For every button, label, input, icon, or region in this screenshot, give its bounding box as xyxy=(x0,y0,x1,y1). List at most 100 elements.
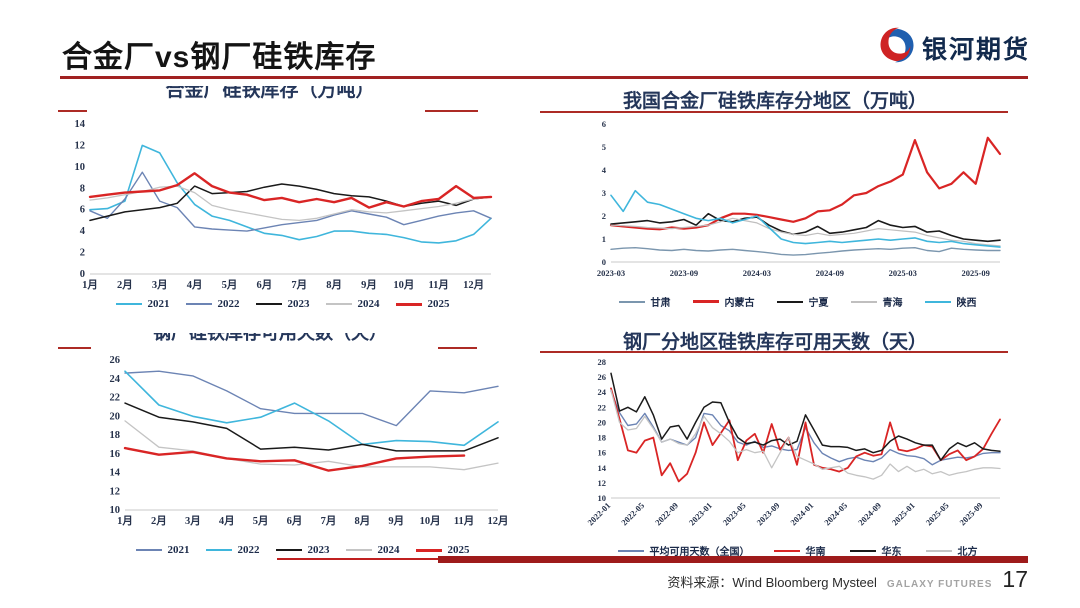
y-axis-tick: 20 xyxy=(110,411,121,422)
series-line-平均可用天数（全国） xyxy=(610,390,1001,466)
x-axis-tick: 2022-09 xyxy=(653,500,680,527)
legend-item: 华南 xyxy=(773,543,826,558)
x-axis-tick: 9月 xyxy=(361,279,377,291)
chart1-alloy-plant-inventory: 0 2 4 6 8 10 12 14 1月 2月 3月 4月 5月 6月 7月 8月 9月 10月 11月 12月 xyxy=(75,119,493,291)
x-axis-tick: 5月 xyxy=(253,515,269,527)
series-line-2025 xyxy=(123,446,466,472)
x-axis-tick: 4月 xyxy=(219,515,235,527)
legend-line-swatch xyxy=(776,300,803,303)
legend-label: 2024 xyxy=(377,544,400,556)
galaxy-logo-icon xyxy=(878,26,916,69)
x-axis-tick: 2024-05 xyxy=(822,500,849,527)
x-axis-tick: 2023-03 xyxy=(597,268,625,278)
x-axis-tick: 2025-09 xyxy=(962,268,990,278)
legend-line-swatch xyxy=(618,300,645,303)
legend-item: 甘肃 xyxy=(618,294,671,309)
y-axis-tick: 12 xyxy=(598,478,607,488)
chart4-title: 钢厂分地区硅铁库存可用天数（天） xyxy=(622,332,927,353)
series-line-2023 xyxy=(124,402,499,452)
legend-label: 2025 xyxy=(447,544,470,556)
x-axis-tick: 11月 xyxy=(454,515,474,527)
x-axis-tick: 2025-03 xyxy=(889,268,917,278)
legend-label: 2021 xyxy=(167,544,190,556)
page-title: 合金厂vs钢厂硅铁库存 xyxy=(62,41,377,74)
y-axis-tick: 22 xyxy=(598,402,607,412)
x-axis-tick: 2022-05 xyxy=(619,500,646,527)
chart1-rule-left xyxy=(58,110,87,112)
legend-item: 2022 xyxy=(185,298,240,310)
chart1-legend: 2021 2022 2023 2024 2025 xyxy=(60,298,505,310)
series-line-2024 xyxy=(124,420,499,471)
legend-line-swatch xyxy=(275,549,302,551)
series-line-宁夏 xyxy=(610,212,1001,243)
legend-line-swatch xyxy=(135,549,162,551)
chart4-regional-days: 10 12 14 16 18 20 22 24 26 28 2022-01 2022-05 2022-0… xyxy=(585,357,1001,527)
legend-item: 2023 xyxy=(255,298,310,310)
legend-line-swatch xyxy=(850,300,877,303)
x-axis-tick: 10月 xyxy=(420,515,441,527)
chart2-rule xyxy=(540,111,1008,113)
legend-item: 2025 xyxy=(395,298,450,310)
legend-item: 2024 xyxy=(325,298,380,310)
x-axis-tick: 2023-09 xyxy=(754,500,781,527)
series-line-2022 xyxy=(124,370,499,447)
legend-line-swatch xyxy=(773,549,800,552)
legend-item: 陕西 xyxy=(924,294,977,309)
legend-label: 宁夏 xyxy=(808,298,829,309)
y-axis-tick: 20 xyxy=(598,417,607,427)
legend-label: 2025 xyxy=(427,298,450,310)
series-line-内蒙古 xyxy=(609,136,1002,231)
y-axis-tick: 26 xyxy=(598,372,607,382)
legend-label: 华南 xyxy=(805,547,826,558)
legend-line-swatch xyxy=(395,302,422,306)
x-axis-tick: 2024-01 xyxy=(788,500,815,527)
x-axis-tick: 4月 xyxy=(187,279,203,291)
y-axis-tick: 5 xyxy=(602,142,606,152)
x-axis-tick: 2024-09 xyxy=(856,500,883,527)
series-line-2024 xyxy=(89,185,492,222)
x-axis-tick: 9月 xyxy=(388,515,404,527)
page-number: 17 xyxy=(1002,566,1028,592)
series-line-2023 xyxy=(89,183,492,222)
y-axis-tick: 10 xyxy=(75,162,86,173)
legend-label: 2023 xyxy=(307,544,330,556)
series-line-甘肃 xyxy=(610,246,1001,256)
legend-line-swatch xyxy=(185,303,212,305)
series-line-青海 xyxy=(610,217,1001,247)
x-axis-tick: 2024-03 xyxy=(743,268,771,278)
y-axis-tick: 18 xyxy=(598,433,607,443)
legend-item: 2024 xyxy=(345,544,400,556)
y-axis-tick: 0 xyxy=(80,269,85,280)
y-axis-tick: 12 xyxy=(75,140,86,151)
legend-label: 北方 xyxy=(957,547,978,558)
x-axis-tick: 5月 xyxy=(222,279,238,291)
legend-label: 2022 xyxy=(217,298,240,310)
legend-label: 平均可用天数（全国） xyxy=(649,547,750,558)
series-line-北方 xyxy=(610,389,1001,480)
galaxy-futures-logo: 银河期货 xyxy=(878,26,1030,69)
x-axis-tick: 8月 xyxy=(354,515,370,527)
y-axis-tick: 4 xyxy=(80,226,86,237)
x-axis-tick: 12月 xyxy=(463,279,484,291)
legend-line-swatch xyxy=(205,549,232,551)
series-line-华南 xyxy=(610,387,1001,483)
legend-line-swatch xyxy=(325,303,352,305)
galaxy-logo-text: 银河期货 xyxy=(922,35,1031,64)
x-axis-tick: 3月 xyxy=(152,279,168,291)
footer: 资料来源：Wind Bloomberg Mysteel GALAXY FUTUR… xyxy=(667,566,1028,593)
y-axis-tick: 18 xyxy=(110,430,121,441)
y-axis-tick: 6 xyxy=(602,119,606,129)
y-axis-tick: 28 xyxy=(598,357,607,367)
y-axis-tick: 14 xyxy=(598,463,607,473)
y-axis-tick: 2 xyxy=(602,211,606,221)
y-axis-tick: 26 xyxy=(110,355,121,366)
legend-item: 平均可用天数（全国） xyxy=(617,543,750,558)
y-axis-tick: 1 xyxy=(602,234,606,244)
x-axis-tick: 2022-01 xyxy=(585,500,612,527)
chart4-legend: 平均可用天数（全国） 华南 华东 北方 xyxy=(585,543,1010,558)
legend-label: 青海 xyxy=(882,298,903,309)
x-axis-tick: 6月 xyxy=(256,279,272,291)
x-axis-tick: 12月 xyxy=(488,515,509,527)
legend-label: 陕西 xyxy=(956,298,977,309)
x-axis-tick: 2025-01 xyxy=(890,500,917,527)
